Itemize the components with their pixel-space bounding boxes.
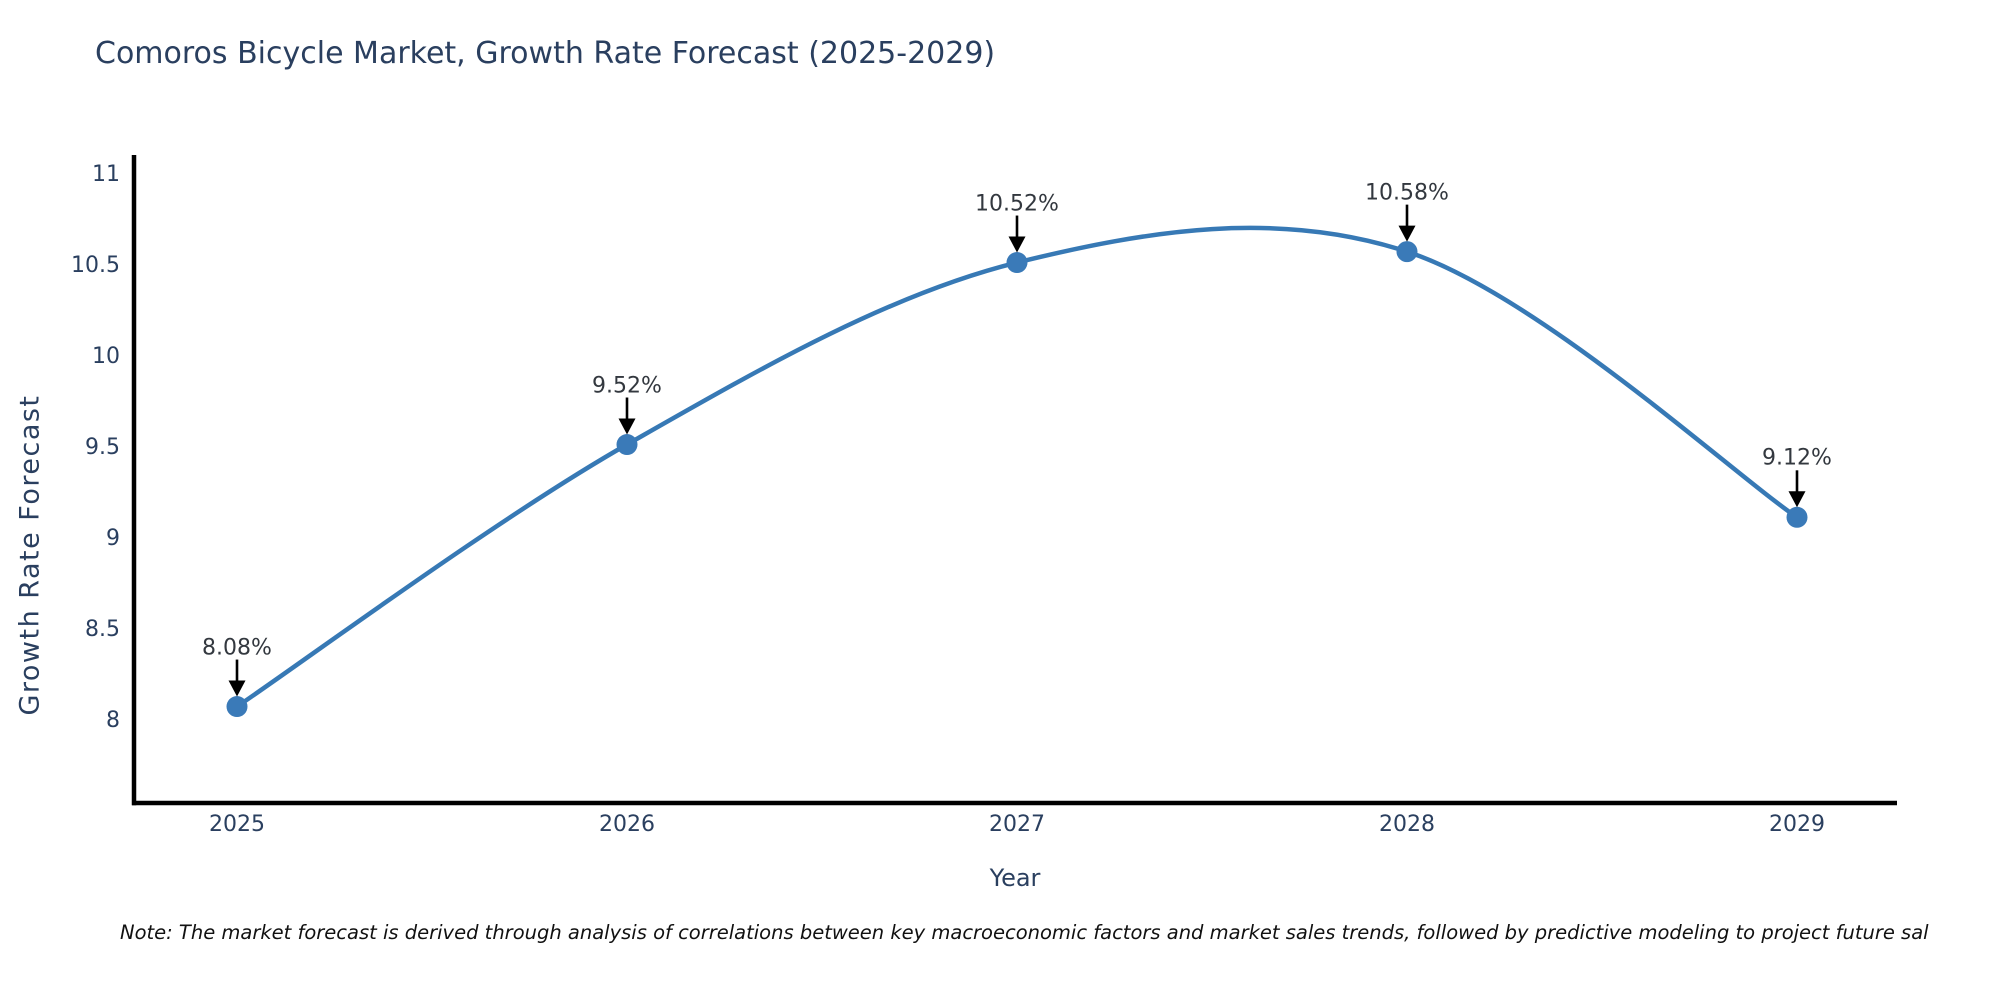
point-annotation: 10.52% (975, 191, 1059, 217)
data-point-marker (1006, 252, 1028, 274)
x-tick-label: 2029 (1769, 812, 1825, 837)
footnote: Note: The market forecast is derived thr… (120, 921, 1929, 944)
x-tick-label: 2026 (599, 812, 655, 837)
point-annotation: 9.12% (1762, 445, 1832, 471)
y-tick-label: 8 (106, 708, 120, 734)
point-annotation: 10.58% (1365, 180, 1449, 206)
annotation-arrowhead (228, 680, 246, 697)
line-series (234, 225, 1800, 709)
data-point-marker (1786, 506, 1808, 528)
y-tick-label: 8.5 (85, 617, 120, 643)
data-point-marker (1396, 241, 1418, 263)
y-tick-label: 10 (92, 344, 120, 370)
y-tick-label: 10.5 (71, 253, 120, 279)
x-tick-label: 2025 (209, 812, 265, 837)
y-tick-label: 9 (106, 526, 120, 552)
y-tick-label: 9.5 (85, 435, 120, 461)
chart-title: Comoros Bicycle Market, Growth Rate Fore… (95, 36, 996, 71)
annotation-arrowhead (1788, 491, 1806, 508)
data-point-marker (226, 696, 248, 718)
annotation-arrowhead (1398, 225, 1416, 242)
point-annotation: 9.52% (592, 373, 662, 398)
x-tick-label: 2027 (989, 812, 1045, 837)
x-axis-title: Year (989, 864, 1041, 892)
annotation-arrowhead (618, 418, 636, 435)
data-point-marker (616, 434, 638, 456)
x-tick-label: 2028 (1379, 812, 1435, 837)
annotation-arrowhead (1008, 236, 1026, 253)
y-tick-label: 11 (92, 162, 120, 188)
point-annotation: 8.08% (202, 635, 272, 661)
